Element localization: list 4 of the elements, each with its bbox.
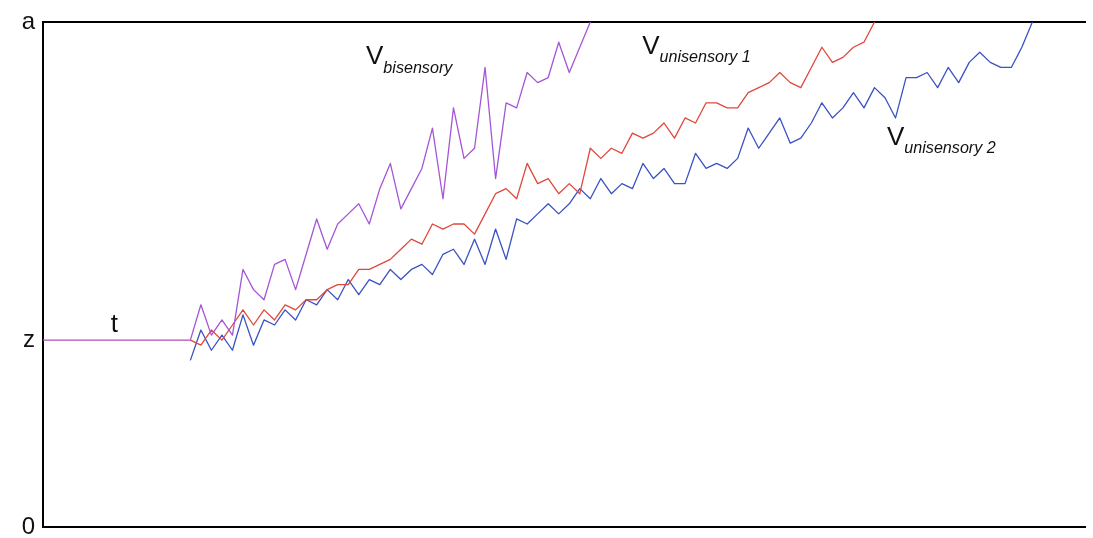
text: z: [23, 324, 35, 352]
series-label: t: [110, 307, 119, 338]
text: a: [21, 6, 36, 34]
text: 0: [21, 511, 35, 538]
